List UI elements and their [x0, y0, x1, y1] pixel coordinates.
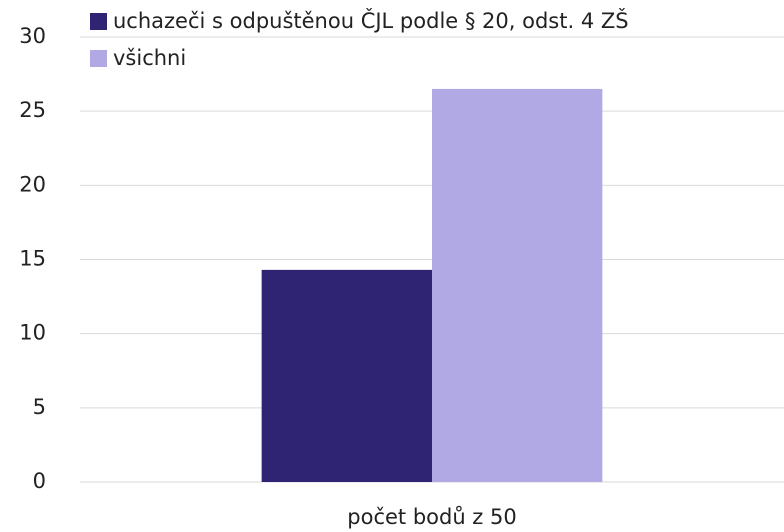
y-tick-label: 25	[19, 98, 46, 122]
x-tick-label: počet bodů z 50	[347, 505, 516, 529]
legend-swatch	[90, 50, 107, 67]
y-tick-label: 5	[33, 395, 46, 419]
legend-label: všichni	[113, 46, 186, 70]
y-tick-label: 15	[19, 247, 46, 271]
y-tick-label: 30	[19, 24, 46, 48]
y-tick-label: 20	[19, 172, 46, 196]
y-tick-label: 10	[19, 321, 46, 345]
legend-swatch	[90, 13, 107, 30]
bar	[261, 269, 432, 482]
y-tick-label: 0	[33, 469, 46, 493]
legend-label: uchazeči s odpuštěnou ČJL podle § 20, od…	[113, 8, 629, 33]
bar	[432, 88, 603, 483]
